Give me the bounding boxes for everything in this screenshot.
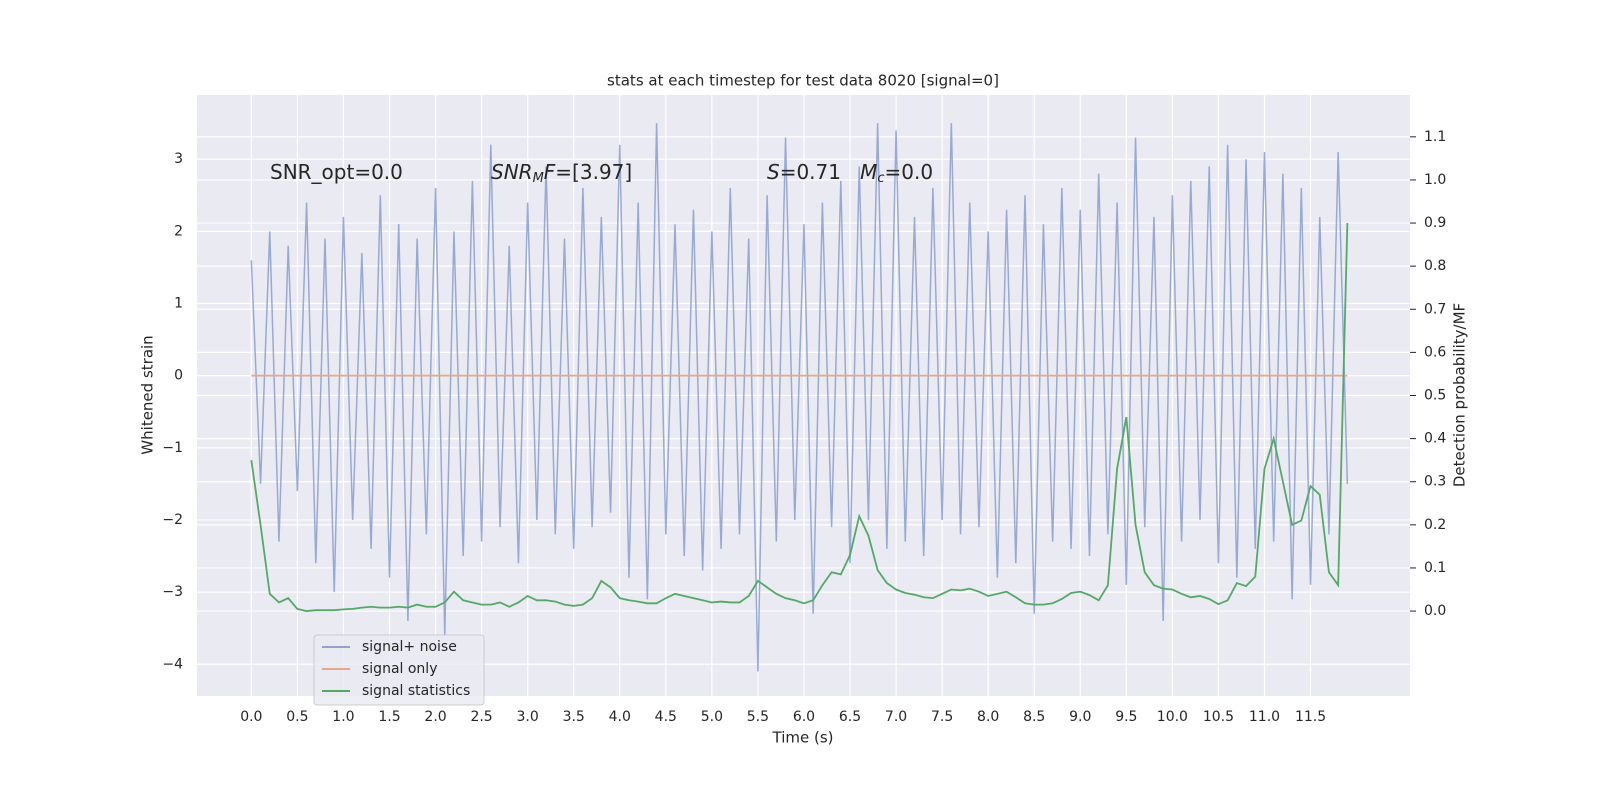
x-tick-label: 3.5 (563, 709, 585, 725)
x-tick-label: 3.0 (517, 709, 539, 725)
annotation-part: F (544, 160, 556, 184)
y2-tick-label: 0.3 (1424, 474, 1446, 490)
annotation: SNRMF=[3.97] (491, 160, 632, 186)
x-tick-label: 4.5 (655, 709, 677, 725)
legend-label: signal only (362, 661, 437, 677)
y-axis-label: Whitened strain (139, 335, 157, 454)
legend-box (313, 634, 485, 706)
annotation-part: M (533, 171, 544, 186)
legend: signal+ noise signal only signal statistic… (313, 634, 485, 706)
annotation-part: c (877, 171, 884, 186)
chart-title: stats at each timestep for test data 802… (607, 72, 999, 90)
x-axis-label: Time (s) (772, 729, 834, 747)
annotation-part: SNR_opt=0.0 (270, 160, 403, 184)
annotation: SNR_opt=0.0 (270, 160, 403, 184)
y2-tick-label: 0.4 (1424, 431, 1446, 447)
annotation-part: S (767, 160, 780, 184)
x-tick-label: 2.5 (470, 709, 492, 725)
y2-axis-label: Detection probability/MF (1451, 303, 1469, 487)
y-tick-label: −1 (162, 440, 183, 456)
y2-tick-label: 1.0 (1424, 172, 1446, 188)
annotation-part: =0.0 (885, 160, 934, 184)
x-tick-label: 4.0 (609, 709, 631, 725)
x-tick-label: 9.0 (1069, 709, 1091, 725)
y2-tick-label: 0.0 (1424, 603, 1446, 619)
series-line (250, 223, 1349, 612)
y2-tick-label: 0.9 (1424, 215, 1446, 231)
x-tick-label: 10.5 (1203, 709, 1234, 725)
y-tick-label: 2 (174, 223, 183, 239)
legend-label: signal statistics (362, 683, 470, 699)
annotation: S=0.71 Mc=0.0 (767, 160, 933, 186)
x-tick-label: 7.0 (885, 709, 907, 725)
x-tick-label: 11.5 (1295, 709, 1326, 725)
y-tick-label: 3 (174, 151, 183, 167)
y-tick-label: −3 (162, 584, 183, 600)
marks (250, 123, 1349, 672)
y-tick-label: 1 (174, 296, 183, 312)
x-tick-label: 9.5 (1115, 709, 1137, 725)
annotation-part: SNR (491, 160, 533, 184)
y-tick-label: −4 (162, 656, 183, 672)
x-tick-label: 5.5 (747, 709, 769, 725)
x-tick-label: 7.5 (931, 709, 953, 725)
y-tick-label: 0 (174, 368, 183, 384)
y2-tick-label: 0.1 (1424, 560, 1446, 576)
x-tick-label: 1.5 (378, 709, 400, 725)
x-tick-label: 6.5 (839, 709, 861, 725)
labels: 0.0 0.5 1.0 1.5 2.0 2.5 3.0 3.5 4.0 4.5 5.0 5.5 6.0 6… (162, 129, 1446, 725)
y2-tick-label: 0.8 (1424, 258, 1446, 274)
y2-tick-label: 0.6 (1424, 344, 1446, 360)
annotation-part: M (860, 160, 877, 184)
x-tick-label: 0.5 (286, 709, 308, 725)
y2-tick-label: 1.1 (1424, 129, 1446, 145)
x-tick-label: 5.0 (701, 709, 723, 725)
y-tick-label: −2 (162, 512, 183, 528)
x-tick-label: 11.0 (1249, 709, 1280, 725)
x-tick-label: 1.0 (332, 709, 354, 725)
y2-tick-label: 0.5 (1424, 388, 1446, 404)
x-tick-label: 2.0 (424, 709, 446, 725)
x-tick-label: 6.0 (793, 709, 815, 725)
x-tick-label: 0.0 (240, 709, 262, 725)
y2-tick-label: 0.2 (1424, 517, 1446, 533)
legend-label: signal+ noise (362, 639, 457, 655)
x-tick-label: 8.0 (977, 709, 999, 725)
x-tick-label: 10.0 (1157, 709, 1188, 725)
series-line (250, 123, 1349, 672)
x-tick-label: 8.5 (1023, 709, 1045, 725)
annotation-part: =0.71 (780, 160, 860, 184)
annotation-part: =[3.97] (555, 160, 632, 184)
y2-tick-label: 0.7 (1424, 301, 1446, 317)
